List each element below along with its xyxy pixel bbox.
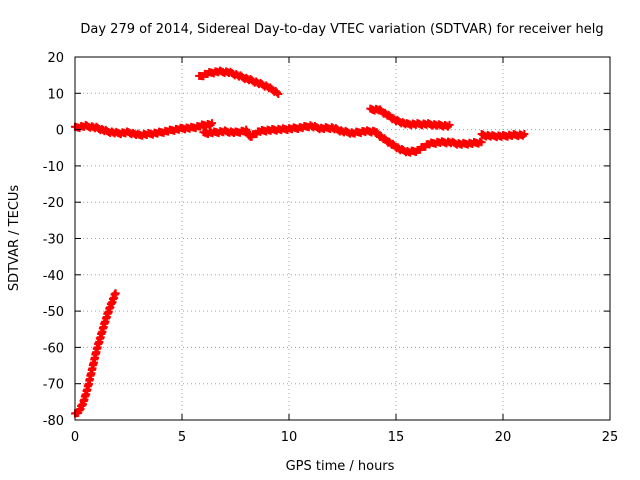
series-track-a <box>71 119 216 140</box>
series-track-b <box>195 66 283 98</box>
x-tick-label: 25 <box>602 430 619 445</box>
series-track-c <box>199 121 486 157</box>
y-tick-label: -10 <box>43 160 64 175</box>
y-tick-label: -20 <box>43 196 64 211</box>
y-tick-label: -40 <box>43 269 64 284</box>
series-track-e <box>477 129 529 142</box>
y-tick-label: -50 <box>43 305 64 320</box>
data-point <box>477 138 486 147</box>
y-tick-label: -80 <box>43 414 64 429</box>
grid <box>75 57 610 420</box>
chart-title: Day 279 of 2014, Sidereal Day-to-day VTE… <box>80 22 603 37</box>
y-tick-label: 10 <box>47 87 64 102</box>
data-point <box>111 289 120 298</box>
y-tick-label: -70 <box>43 378 64 393</box>
x-tick-label: 20 <box>495 430 512 445</box>
data-point <box>445 120 454 129</box>
x-axis-label: GPS time / hours <box>286 459 395 474</box>
data-layer <box>71 66 529 418</box>
x-tick-label: 10 <box>281 430 298 445</box>
data-point <box>272 88 281 97</box>
x-tick-label: 0 <box>71 430 79 445</box>
data-point <box>274 90 283 98</box>
x-tick-label: 15 <box>388 430 405 445</box>
series-track-d <box>366 104 454 131</box>
y-tick-label: 0 <box>56 124 64 139</box>
y-tick-label: -30 <box>43 233 64 248</box>
x-tick-label: 5 <box>178 430 186 445</box>
y-tick-label: 20 <box>47 51 64 66</box>
y-tick-label: -60 <box>43 341 64 356</box>
data-point <box>520 129 529 138</box>
ticks: 0 5 10 15 20 25 -80 -70 -60 -50 -40 -30 -20 -10 0 10 20 <box>43 51 619 445</box>
data-point <box>207 119 216 128</box>
data-point <box>443 122 452 131</box>
y-axis-label: SDTVAR / TECUs <box>7 185 22 292</box>
series-descent-track <box>71 289 120 418</box>
